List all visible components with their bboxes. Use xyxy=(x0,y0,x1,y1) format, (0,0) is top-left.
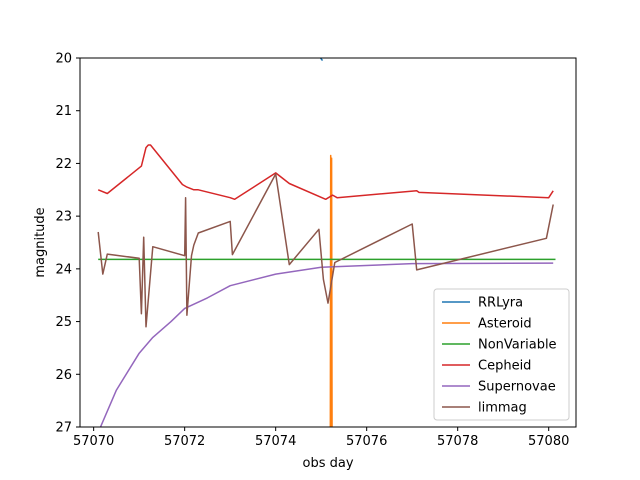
y-axis-label: magnitude xyxy=(33,207,48,277)
y-tick-label: 25 xyxy=(55,315,72,330)
legend-label-cepheid: Cepheid xyxy=(478,359,531,374)
plot-frame xyxy=(79,57,577,428)
x-axis-label: obs day xyxy=(302,456,353,471)
x-axis: 57070 57072 57074 57076 57078 57080 xyxy=(73,427,569,449)
y-tick-label: 27 xyxy=(55,421,72,436)
series-line-limmag xyxy=(97,173,554,328)
x-tick-label: 57076 xyxy=(346,434,387,449)
y-tick-label: 20 xyxy=(55,52,72,67)
y-tick-label: 26 xyxy=(55,368,72,383)
y-tick-label: 22 xyxy=(55,157,72,172)
x-tick-label: 57080 xyxy=(528,434,569,449)
x-tick-label: 57072 xyxy=(164,434,205,449)
legend-label-nonvariable: NonVariable xyxy=(478,338,557,353)
legend: RRLyra Asteroid NonVariable Cepheid Supernov… xyxy=(433,288,570,421)
legend-label-rrlyra: RRLyra xyxy=(478,296,523,311)
legend-label-supernovae: Supernovae xyxy=(478,380,556,395)
y-tick-label: 21 xyxy=(55,104,72,119)
series-layer xyxy=(97,58,556,427)
series-line-rrlyra xyxy=(319,58,324,62)
legend-label-limmag: limmag xyxy=(478,401,527,416)
series-line-supernovae xyxy=(99,262,554,427)
y-axis: 20 21 22 23 24 25 26 27 xyxy=(55,52,80,436)
series-line-asteroid xyxy=(329,154,333,427)
x-tick-label: 57078 xyxy=(437,434,478,449)
x-tick-label: 57074 xyxy=(255,434,296,449)
x-tick-label: 57070 xyxy=(73,434,114,449)
series-line-cepheid xyxy=(97,144,554,201)
legend-label-asteroid: Asteroid xyxy=(478,317,532,332)
y-tick-label: 24 xyxy=(55,262,72,277)
legend-box xyxy=(433,288,570,421)
y-tick-label: 23 xyxy=(55,210,72,225)
